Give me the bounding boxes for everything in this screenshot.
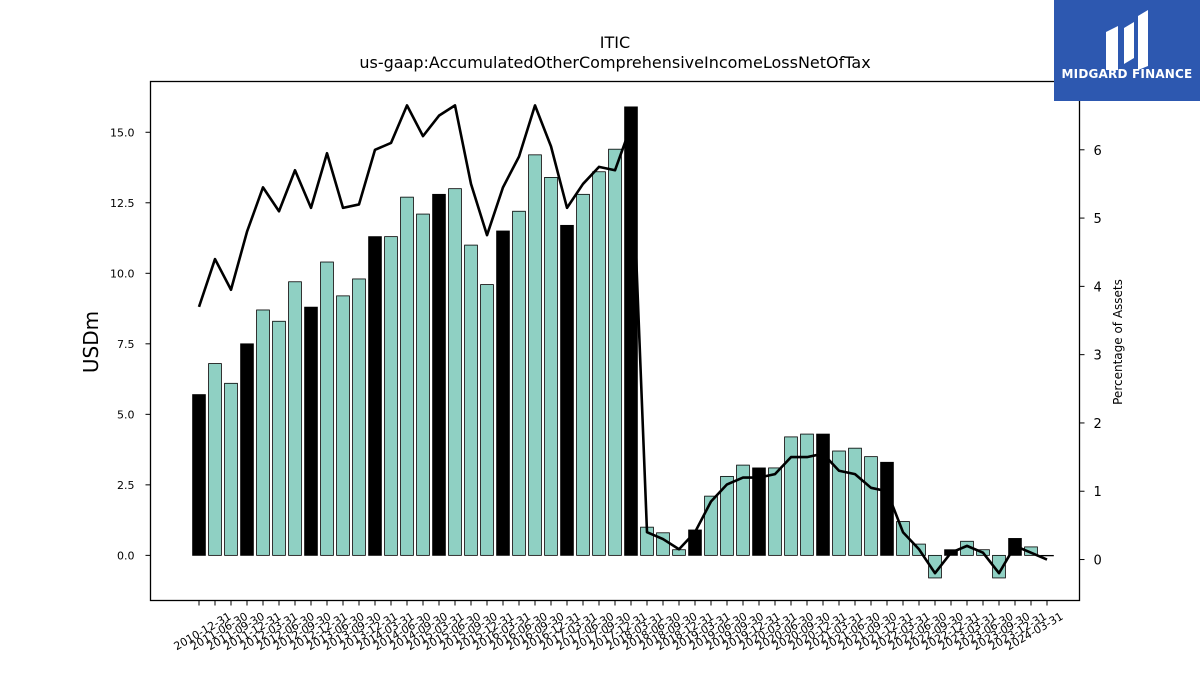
bar — [608, 148, 622, 556]
bar — [464, 244, 478, 556]
bar — [400, 196, 414, 556]
x-axis: 2010-12-312011-06-302011-09-302011-12-31… — [172, 600, 1066, 653]
bar — [480, 284, 494, 556]
bar — [880, 461, 894, 556]
bar — [368, 236, 382, 556]
bar — [768, 467, 782, 556]
y-tick-label-right: 1 — [1094, 485, 1102, 500]
y-tick-label-right: 5 — [1094, 212, 1102, 227]
bar — [432, 193, 446, 556]
y-tick-label-right: 0 — [1094, 554, 1102, 569]
y-axis-right: 0 1 2 3 4 5 6 — [1079, 144, 1102, 569]
bar — [208, 363, 222, 556]
bar — [704, 495, 718, 556]
y-tick-label-right: 2 — [1094, 417, 1102, 432]
bar — [224, 382, 238, 556]
y-axis-label-right: Percentage of Assets — [1111, 279, 1125, 405]
bar — [752, 467, 766, 556]
bar — [384, 236, 398, 556]
bar — [256, 309, 270, 556]
y-tick-label-right: 3 — [1094, 349, 1102, 364]
y-tick-label-left: 7.5 — [117, 338, 135, 351]
bar — [320, 261, 334, 556]
bar — [624, 106, 638, 556]
bar — [448, 188, 462, 556]
bar — [512, 210, 526, 556]
bar-series — [192, 106, 1054, 579]
pct-assets-line — [197, 104, 1048, 575]
bar — [848, 447, 862, 556]
bar — [336, 295, 350, 556]
y-tick-label-right: 4 — [1094, 280, 1102, 295]
bar — [272, 320, 286, 556]
bar — [720, 475, 734, 556]
y-tick-label-left: 12.5 — [110, 197, 135, 210]
bar — [816, 433, 830, 556]
y-tick-label-right: 6 — [1094, 144, 1102, 159]
y-tick-label-left: 5.0 — [117, 408, 135, 421]
y-tick-label-left: 15.0 — [110, 126, 135, 139]
chart-title: ITIC — [600, 33, 630, 52]
bar — [864, 456, 878, 556]
bar — [304, 306, 318, 556]
brand-logo: MIDGARD FINANCE — [1054, 0, 1200, 101]
y-axis-label-left: USDm — [79, 311, 103, 373]
bar — [240, 343, 254, 556]
bar — [800, 433, 814, 556]
bar — [288, 281, 302, 556]
bar — [560, 224, 574, 556]
y-tick-label-left: 10.0 — [110, 267, 135, 280]
midgard-logo-icon — [1106, 10, 1148, 70]
bar — [1040, 554, 1054, 557]
bar — [416, 213, 430, 556]
bar — [592, 171, 606, 556]
plot-frame — [149, 80, 1081, 602]
y-axis-left: 0.0 2.5 5.0 7.5 10.0 12.5 15.0 — [110, 126, 151, 562]
y-tick-label-left: 2.5 — [117, 479, 135, 492]
bar — [736, 464, 750, 556]
bar — [496, 230, 510, 556]
bar — [576, 193, 590, 556]
bar — [352, 278, 366, 556]
chart-subtitle: us-gaap:AccumulatedOtherComprehensiveInc… — [359, 53, 870, 72]
bar — [784, 436, 798, 556]
brand-name: MIDGARD FINANCE — [1061, 67, 1193, 81]
bar — [192, 394, 206, 556]
line-series — [197, 104, 1048, 575]
bar — [832, 450, 846, 556]
bar — [544, 176, 558, 556]
y-tick-label-left: 0.0 — [117, 549, 135, 562]
bar — [528, 154, 542, 556]
